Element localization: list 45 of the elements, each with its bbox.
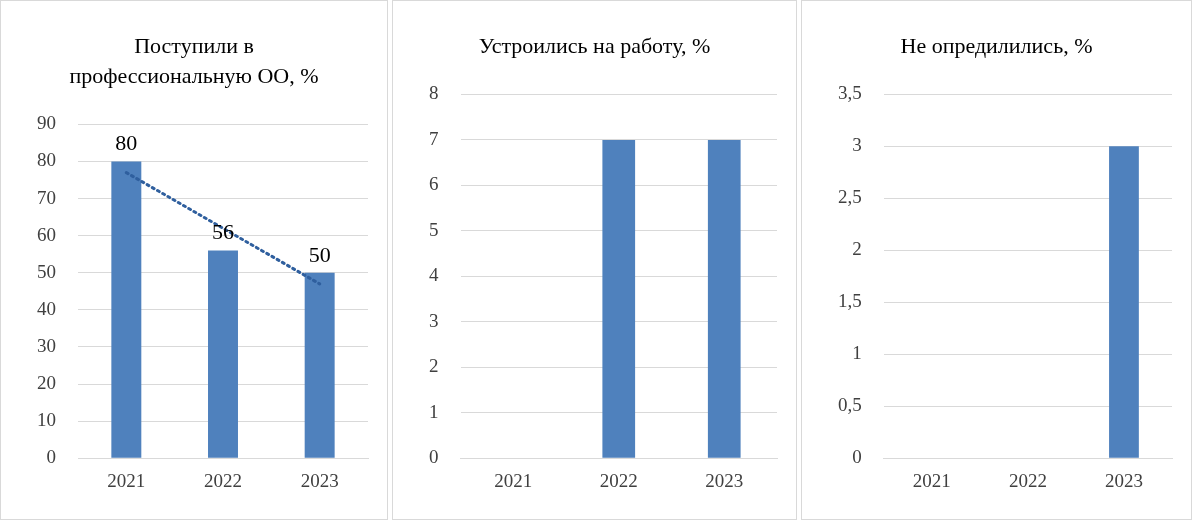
x-tick-label: 2022 xyxy=(204,469,242,491)
y-tick-label: 5 xyxy=(429,218,439,240)
y-tick-label: 0,5 xyxy=(838,394,862,416)
bar xyxy=(208,250,238,458)
x-tick-label: 2023 xyxy=(1104,469,1143,491)
y-tick-label: 40 xyxy=(37,297,56,319)
y-tick-label: 4 xyxy=(429,264,439,286)
y-tick-label: 20 xyxy=(37,372,56,394)
y-tick-label: 8 xyxy=(429,82,439,104)
y-tick-label: 7 xyxy=(429,127,439,149)
y-tick-label: 0 xyxy=(852,446,862,468)
y-tick-label: 0 xyxy=(429,446,439,468)
y-tick-label: 1,5 xyxy=(838,290,862,312)
x-tick-label: 2021 xyxy=(494,469,533,491)
x-tick-label: 2023 xyxy=(705,469,744,491)
data-label: 80 xyxy=(115,130,138,156)
y-tick-label: 0 xyxy=(46,446,56,468)
y-tick-label: 3 xyxy=(429,309,439,331)
x-tick-label: 2022 xyxy=(599,469,638,491)
y-tick-label: 80 xyxy=(37,149,56,171)
y-tick-label: 1 xyxy=(429,400,439,422)
y-tick-label: 2,5 xyxy=(838,186,862,208)
x-tick-label: 2021 xyxy=(107,469,146,491)
x-tick-label: 2022 xyxy=(1008,469,1047,491)
y-tick-label: 50 xyxy=(37,260,56,282)
y-tick-label: 90 xyxy=(37,112,56,134)
y-tick-label: 70 xyxy=(37,186,56,208)
y-tick-label: 6 xyxy=(429,173,439,195)
bar xyxy=(304,272,335,458)
y-tick-label: 60 xyxy=(37,223,56,245)
y-tick-label: 30 xyxy=(37,334,56,356)
data-label: 56 xyxy=(212,219,234,245)
data-label: 50 xyxy=(308,241,331,267)
chart-title: Устроились на работу, % xyxy=(477,32,712,60)
y-tick-label: 3 xyxy=(852,134,862,156)
y-tick-label: 1 xyxy=(852,342,862,364)
chart-title: Поступили в профессиональную ОО, % xyxy=(69,32,319,90)
y-tick-label: 2 xyxy=(429,355,439,377)
bar xyxy=(111,161,142,458)
y-tick-label: 2 xyxy=(852,238,862,260)
y-tick-label: 3,5 xyxy=(838,82,862,104)
y-tick-label: 10 xyxy=(37,409,56,431)
chart-title: Не опредилились, % xyxy=(899,32,1094,60)
x-tick-label: 2021 xyxy=(912,469,951,491)
x-tick-label: 2023 xyxy=(300,469,339,491)
